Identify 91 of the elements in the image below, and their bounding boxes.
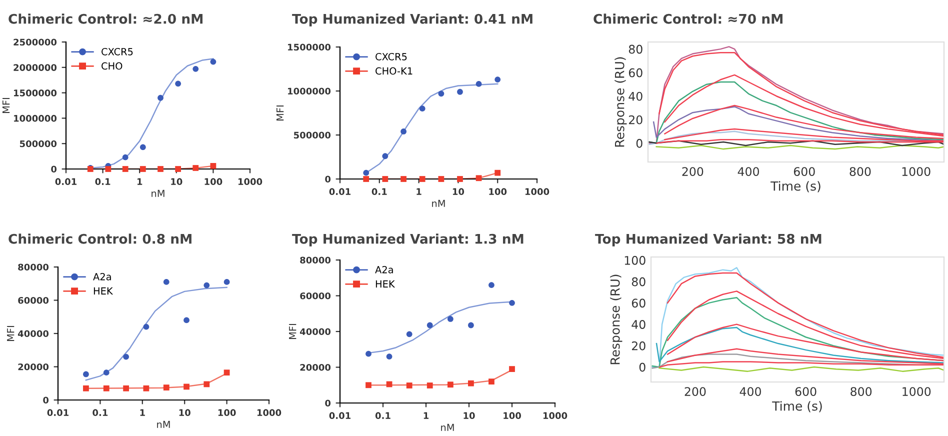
y-axis-title: Response (RU) [614,57,627,147]
y-tick-label: 0 [325,176,331,183]
x-tick-label: 0.01 [55,178,77,186]
chart-title: Chimeric Control: 0.8 nM [8,234,192,244]
y-tick-label: 80000 [300,256,331,264]
x-tick-label: 600 [794,167,815,176]
x-tick-label: 1 [424,412,429,419]
y-tick-label: 80000 [18,264,49,271]
x-axis-title: Time (s) [772,401,822,412]
y-tick-label: 1500000 [288,44,331,51]
chart-title: Chimeric Control: ≈70 nM [594,14,782,24]
legend-label: A2a [375,266,393,274]
y-tick-label: 80 [632,277,646,286]
x-tick-label: 1 [140,409,145,416]
x-axis-title: nM [432,200,445,207]
y-tick-label: 0 [325,400,331,407]
x-tick-label: 10 [171,178,182,186]
y-tick-label: 40 [628,92,642,101]
y-axis-title: MFI [2,98,10,113]
x-tick-label: 1 [137,178,142,185]
x-tick-label: 100 [204,178,222,186]
y-tick-label: 20000 [300,364,331,371]
y-tick-label: 40000 [18,330,49,338]
legend-label: CHO [102,62,122,70]
x-axis-title: nM [152,190,164,197]
chart-title: Top Humanized Variant: 58 nM [595,234,822,246]
y-tick-label: 40 [632,320,646,329]
y-tick-label: 60 [628,68,642,78]
x-axis-title: nM [157,420,170,428]
legend-label: CXCR5 [376,53,407,60]
x-tick-label: 100 [489,188,507,196]
y-tick-label: 80 [628,44,642,54]
x-tick-label: 200 [684,387,706,396]
y-tick-label: 1000000 [14,114,57,122]
x-tick-label: 1000 [543,412,568,420]
legend-label: A2a [93,273,111,280]
chart-title: Top Humanized Variant: 1.3 nM [292,234,524,246]
y-axis-title: MFI [7,326,14,341]
y-tick-label: 20000 [18,363,49,370]
y-tick-label: 100 [624,256,646,265]
x-tick-label: 1000 [902,167,930,176]
x-tick-label: 1000 [902,387,931,396]
x-tick-label: 0.1 [92,409,108,416]
y-axis-title: MFI [276,106,284,120]
x-tick-label: 100 [218,409,236,416]
x-axis-title: nM [441,424,454,431]
x-tick-label: 1000 [257,409,282,416]
x-tick-label: 600 [795,387,816,396]
legend-label: CXCR5 [102,48,133,56]
y-tick-label: 20 [632,341,646,350]
x-tick-label: 0.01 [329,412,351,420]
x-axis-title: Time (s) [770,181,820,192]
y-tick-label: 0 [51,166,57,173]
x-tick-label: 100 [504,412,521,420]
x-tick-label: 200 [682,167,704,176]
y-tick-label: 60 [632,298,646,308]
y-tick-label: 0 [43,396,49,404]
y-tick-label: 60000 [18,296,49,304]
y-tick-label: 2000000 [14,64,57,71]
legend-label: HEK [94,287,114,294]
x-tick-label: 1000 [238,178,262,186]
legend-label: CHO-K1 [376,67,412,75]
chart-title: Chimeric Control: ≈2.0 nM [8,14,202,24]
y-tick-label: 1500000 [14,90,57,96]
y-tick-label: 0 [636,138,642,148]
y-tick-label: 1000000 [288,88,331,95]
x-tick-label: 10 [452,188,464,196]
y-tick-label: 60000 [300,292,331,300]
x-tick-label: 400 [738,167,760,176]
x-tick-label: 0.1 [372,188,387,196]
x-tick-label: 800 [850,387,872,396]
chart-title: Top Humanized Variant: 0.41 nM [292,14,532,26]
y-tick-label: 40000 [300,328,331,336]
y-axis-title: MFI [289,324,296,339]
y-tick-label: 2500000 [14,38,57,46]
y-tick-label: 20 [628,115,642,124]
y-tick-label: 0 [639,362,646,372]
x-tick-label: 10 [179,409,190,416]
x-tick-label: 1000 [525,188,550,196]
x-tick-label: 0.1 [375,412,390,420]
y-tick-label: 500000 [294,132,331,139]
x-tick-label: 400 [740,387,761,396]
legend-label: HEK [376,280,396,288]
y-axis-title: Response (RU) [610,274,622,364]
x-tick-label: 0.01 [329,188,351,196]
x-tick-label: 0.01 [47,409,69,416]
x-tick-label: 10 [464,412,475,420]
x-tick-label: 0.1 [95,178,110,186]
x-tick-label: 1 [416,188,422,195]
x-tick-label: 800 [850,167,871,176]
y-tick-label: 500000 [20,140,57,148]
